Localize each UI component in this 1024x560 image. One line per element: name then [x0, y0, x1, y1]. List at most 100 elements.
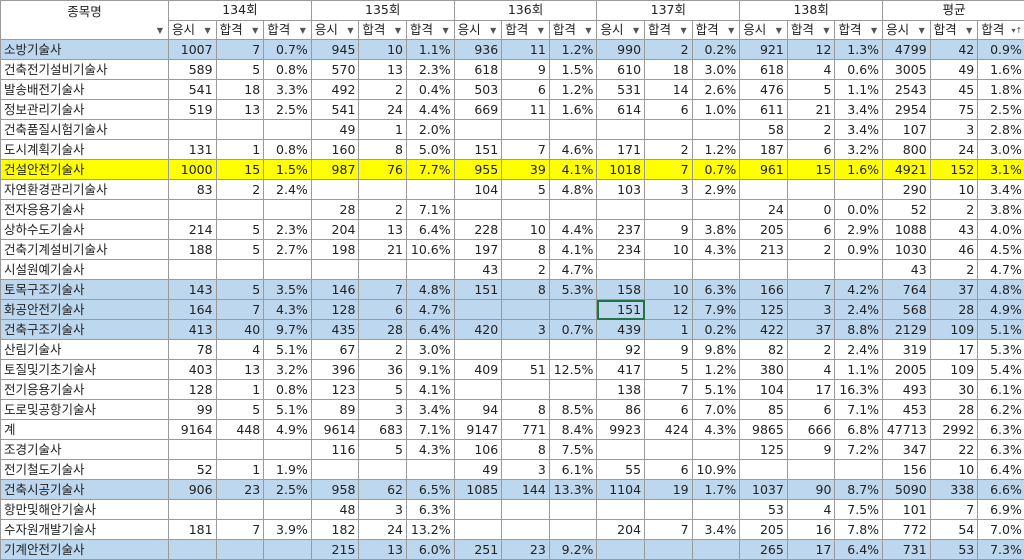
cell-value[interactable]: 1 — [216, 460, 264, 480]
cell-value[interactable]: 403 — [169, 360, 217, 380]
cell-name[interactable]: 토목구조기술사 — [1, 280, 169, 300]
cell-value[interactable]: 338 — [930, 480, 978, 500]
cell-value[interactable]: 1.2% — [692, 140, 740, 160]
cell-value[interactable]: 5 — [787, 80, 835, 100]
cell-value[interactable]: 7.5% — [835, 500, 883, 520]
cell-value[interactable]: 8.4% — [549, 420, 597, 440]
cell-value[interactable] — [502, 380, 550, 400]
cell-value[interactable]: 104 — [740, 380, 788, 400]
cell-value[interactable]: 22 — [930, 440, 978, 460]
cell-value[interactable]: 4.3% — [692, 240, 740, 260]
cell-value[interactable]: 205 — [740, 220, 788, 240]
dropdown-arrow-icon[interactable]: ▼ — [154, 24, 166, 37]
cell-value[interactable]: 1.5% — [264, 160, 312, 180]
column-header-filter[interactable]: 합격▼ — [645, 20, 693, 40]
cell-value[interactable]: 7 — [216, 40, 264, 60]
cell-value[interactable]: 6.2% — [978, 400, 1024, 420]
cell-value[interactable]: 43 — [930, 220, 978, 240]
cell-value[interactable] — [787, 180, 835, 200]
cell-value[interactable]: 2.0% — [407, 120, 455, 140]
cell-value[interactable] — [502, 300, 550, 320]
cell-value[interactable]: 3.1% — [978, 160, 1024, 180]
cell-value[interactable]: 7.1% — [407, 200, 455, 220]
cell-value[interactable]: 15 — [216, 160, 264, 180]
cell-value[interactable]: 8.7% — [835, 480, 883, 500]
cell-value[interactable] — [454, 200, 502, 220]
cell-value[interactable]: 6.3% — [978, 440, 1024, 460]
cell-value[interactable]: 128 — [169, 380, 217, 400]
cell-value[interactable]: 52 — [883, 200, 931, 220]
cell-value[interactable]: 424 — [645, 420, 693, 440]
cell-value[interactable]: 28 — [359, 320, 407, 340]
cell-value[interactable] — [502, 340, 550, 360]
cell-value[interactable]: 2 — [359, 80, 407, 100]
cell-value[interactable]: 54 — [930, 520, 978, 540]
cell-value[interactable] — [407, 180, 455, 200]
cell-value[interactable]: 10 — [359, 40, 407, 60]
cell-value[interactable]: 3 — [645, 180, 693, 200]
cell-value[interactable]: 4921 — [883, 160, 931, 180]
cell-value[interactable]: 7.5% — [549, 440, 597, 460]
cell-value[interactable]: 6.4% — [407, 220, 455, 240]
dropdown-arrow-icon[interactable]: ▼ — [773, 24, 785, 37]
dropdown-arrow-icon[interactable]: ▼ — [249, 24, 261, 37]
cell-value[interactable]: 4.3% — [264, 300, 312, 320]
cell-value[interactable]: 5 — [359, 440, 407, 460]
cell-value[interactable]: 5090 — [883, 480, 931, 500]
cell-value[interactable]: 4.9% — [264, 420, 312, 440]
cell-value[interactable]: 1.1% — [407, 40, 455, 60]
cell-value[interactable]: 128 — [311, 300, 359, 320]
cell-value[interactable]: 13 — [216, 100, 264, 120]
cell-value[interactable]: 409 — [454, 360, 502, 380]
cell-value[interactable]: 11 — [502, 100, 550, 120]
cell-value[interactable] — [835, 180, 883, 200]
cell-value[interactable]: 611 — [740, 100, 788, 120]
cell-name[interactable]: 조경기술사 — [1, 440, 169, 460]
cell-value[interactable] — [692, 540, 740, 560]
cell-value[interactable]: 990 — [597, 40, 645, 60]
cell-value[interactable]: 731 — [883, 540, 931, 560]
column-header-filter[interactable]: 합격▼ — [502, 20, 550, 40]
cell-value[interactable]: 164 — [169, 300, 217, 320]
cell-value[interactable] — [549, 340, 597, 360]
cell-value[interactable] — [264, 540, 312, 560]
cell-value[interactable]: 10 — [930, 180, 978, 200]
cell-value[interactable]: 166 — [740, 280, 788, 300]
cell-value[interactable]: 23 — [502, 540, 550, 560]
cell-value[interactable]: 0.2% — [692, 320, 740, 340]
cell-value[interactable]: 2 — [787, 120, 835, 140]
cell-value[interactable]: 8.8% — [835, 320, 883, 340]
cell-value[interactable]: 156 — [883, 460, 931, 480]
cell-value[interactable] — [549, 380, 597, 400]
cell-value[interactable]: 10.6% — [407, 240, 455, 260]
cell-value[interactable]: 0.0% — [835, 200, 883, 220]
cell-value[interactable]: 45 — [930, 80, 978, 100]
cell-value[interactable]: 1.0% — [692, 100, 740, 120]
cell-value[interactable] — [597, 440, 645, 460]
cell-value[interactable]: 3 — [787, 300, 835, 320]
cell-value[interactable]: 5 — [359, 380, 407, 400]
cell-value[interactable]: 6 — [787, 400, 835, 420]
cell-value[interactable]: 519 — [169, 100, 217, 120]
cell-value[interactable] — [692, 440, 740, 460]
cell-value[interactable] — [645, 500, 693, 520]
cell-value[interactable]: 1.5% — [549, 60, 597, 80]
cell-value[interactable]: 1 — [216, 380, 264, 400]
cell-value[interactable]: 19 — [645, 480, 693, 500]
cell-value[interactable]: 24 — [930, 140, 978, 160]
cell-value[interactable] — [454, 340, 502, 360]
cell-value[interactable] — [549, 520, 597, 540]
cell-value[interactable] — [502, 520, 550, 540]
cell-value[interactable]: 78 — [169, 340, 217, 360]
cell-value[interactable]: 5.1% — [264, 400, 312, 420]
cell-value[interactable]: 5 — [216, 220, 264, 240]
cell-value[interactable]: 125 — [740, 440, 788, 460]
cell-value[interactable]: 3.0% — [692, 60, 740, 80]
cell-value[interactable]: 125 — [740, 300, 788, 320]
cell-value[interactable]: 906 — [169, 480, 217, 500]
cell-value[interactable]: 448 — [216, 420, 264, 440]
cell-value[interactable]: 1.1% — [835, 80, 883, 100]
cell-value[interactable]: 2.7% — [264, 240, 312, 260]
cell-value[interactable]: 28 — [930, 300, 978, 320]
dropdown-arrow-icon[interactable]: ▼ — [344, 24, 356, 37]
